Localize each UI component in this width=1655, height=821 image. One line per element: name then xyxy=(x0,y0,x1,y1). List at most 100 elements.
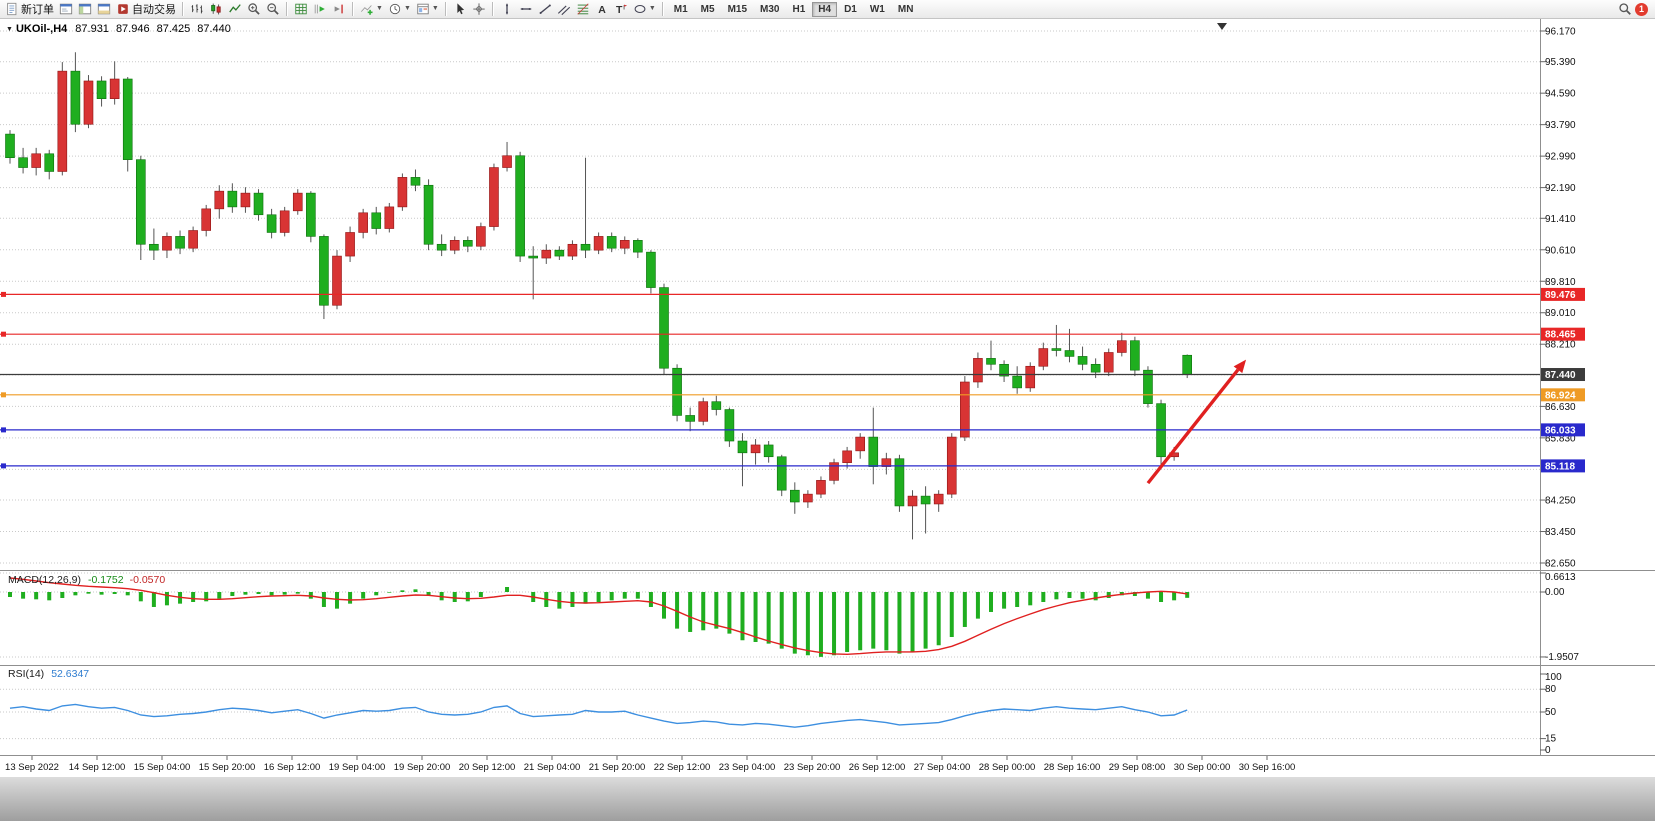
chart-dropdown-icon[interactable]: ▼ xyxy=(6,26,13,33)
timeframe-h4-button[interactable]: H4 xyxy=(812,1,838,17)
timeframe-m30-button[interactable]: M30 xyxy=(760,3,780,15)
chart-shift-marker-icon[interactable] xyxy=(1217,23,1227,30)
svg-text:14 Sep 12:00: 14 Sep 12:00 xyxy=(69,762,126,773)
macd-label: MACD(12,26,9) -0.1752 -0.0570 xyxy=(8,574,165,586)
timeframe-m5-button[interactable]: M5 xyxy=(700,3,715,15)
auto-scroll-button[interactable] xyxy=(311,1,329,17)
svg-text:15 Sep 20:00: 15 Sep 20:00 xyxy=(199,762,256,773)
candles-icon xyxy=(209,2,223,16)
svg-text:87.440: 87.440 xyxy=(1545,370,1576,381)
svg-text:0.00: 0.00 xyxy=(1545,587,1565,598)
timeframe-m15-button[interactable]: M15 xyxy=(727,3,748,15)
cursor-button[interactable] xyxy=(451,1,469,17)
horizontal-line-86_924[interactable] xyxy=(0,392,1540,398)
svg-text:83.450: 83.450 xyxy=(1545,527,1576,538)
chart-line-button[interactable] xyxy=(226,1,244,17)
terminal-button[interactable] xyxy=(95,1,113,17)
text-button[interactable]: A xyxy=(593,1,611,17)
navigator-button[interactable] xyxy=(76,1,94,17)
window-bottom-strip xyxy=(0,777,1655,821)
svg-text:A: A xyxy=(598,4,606,16)
timeframe-d1-button[interactable]: D1 xyxy=(844,3,857,15)
chevron-down-icon[interactable]: ▼ xyxy=(376,5,383,12)
timeframe-mn-button[interactable]: MN xyxy=(897,3,914,15)
text-label-button[interactable]: T xyxy=(612,1,630,17)
macd-panel[interactable]: 0.6613 0.00 -1.9507 xyxy=(0,572,1579,663)
toolbar-button-groups: 新订单 自动交易 ▼ ▼ ▼ A T ▼ xyxy=(3,1,658,17)
search-icon xyxy=(1618,2,1632,16)
tile-windows-button[interactable] xyxy=(292,1,310,17)
svg-text:23 Sep 20:00: 23 Sep 20:00 xyxy=(784,762,841,773)
search-button[interactable] xyxy=(1616,1,1634,17)
price-axis[interactable]: 96.170 95.390 94.590 93.790 92.990 92.190 91.4… xyxy=(1540,27,1585,570)
ohlc-close: 87.440 xyxy=(197,23,231,35)
svg-text:82.650: 82.650 xyxy=(1545,559,1576,570)
zoomin-icon xyxy=(247,2,261,16)
candlesticks[interactable] xyxy=(5,52,1192,540)
horizontal-line-89_476[interactable] xyxy=(0,291,1540,297)
svg-text:29 Sep 08:00: 29 Sep 08:00 xyxy=(1109,762,1166,773)
equidistant-channel-button[interactable] xyxy=(555,1,573,17)
bars-icon xyxy=(190,2,204,16)
notification-badge[interactable]: 1 xyxy=(1635,2,1648,16)
chevron-down-icon[interactable]: ▼ xyxy=(403,5,411,12)
zoom-in-button[interactable] xyxy=(245,1,263,17)
chart-candles-button[interactable] xyxy=(207,1,225,17)
svg-text:T: T xyxy=(616,4,623,16)
grid-icon xyxy=(294,2,308,16)
vertical-line-button[interactable] xyxy=(498,1,516,17)
indicators-button[interactable]: ▼ xyxy=(358,1,385,17)
svg-text:21 Sep 04:00: 21 Sep 04:00 xyxy=(524,762,581,773)
timeframe-h1-button[interactable]: H1 xyxy=(792,3,806,15)
line-handle xyxy=(1,463,6,469)
templates-button[interactable]: ▼ xyxy=(414,1,441,17)
toolbar-separator xyxy=(444,2,447,16)
vline-icon xyxy=(500,2,514,16)
crosshair-button[interactable] xyxy=(470,1,488,17)
time-axis[interactable]: 13 Sep 2022 14 Sep 12:00 15 Sep 04:00 15 Se… xyxy=(5,756,1295,773)
template-icon xyxy=(416,2,430,16)
line-handle xyxy=(1,291,6,297)
new-order-button[interactable]: 新订单 xyxy=(3,1,56,17)
svg-text:89.476: 89.476 xyxy=(1545,290,1576,301)
svg-text:26 Sep 12:00: 26 Sep 12:00 xyxy=(849,762,906,773)
win3-icon xyxy=(97,2,111,16)
panel-borders xyxy=(0,19,1655,756)
horizontal-line-85_118[interactable] xyxy=(0,463,1540,469)
price-tag xyxy=(1541,388,1585,402)
svg-text:19 Sep 20:00: 19 Sep 20:00 xyxy=(394,762,451,773)
chart-shift-button[interactable] xyxy=(330,1,348,17)
timeframe-m1-button[interactable]: M1 xyxy=(673,3,688,15)
autotrading-button[interactable]: 自动交易 xyxy=(114,1,178,17)
zoom-out-button[interactable] xyxy=(264,1,282,17)
textA-icon: A xyxy=(595,2,609,16)
trend-arrow-annotation[interactable] xyxy=(1146,359,1247,485)
fibo-icon xyxy=(576,2,590,16)
horizontal-line-88_465[interactable] xyxy=(0,331,1540,337)
clock-icon xyxy=(388,2,402,16)
svg-text:95.390: 95.390 xyxy=(1545,57,1576,68)
market-watch-button[interactable] xyxy=(57,1,75,17)
price-tag xyxy=(1541,287,1585,301)
svg-text:93.790: 93.790 xyxy=(1545,120,1576,131)
fibonacci-button[interactable] xyxy=(574,1,592,17)
chart-bars-button[interactable] xyxy=(188,1,206,17)
horizontal-line-86_033[interactable] xyxy=(0,427,1540,433)
price-gridlines xyxy=(0,30,1540,564)
shapes-button[interactable]: ▼ xyxy=(631,1,658,17)
cursor-icon xyxy=(453,2,467,16)
chevron-down-icon[interactable]: ▼ xyxy=(431,5,439,12)
main-toolbar: 新订单 自动交易 ▼ ▼ ▼ A T ▼ M1 M5 M15 M30 H1 H4 D1 W1 MN 1 xyxy=(0,0,1655,19)
channel-icon xyxy=(557,2,571,16)
periods-button[interactable]: ▼ xyxy=(386,1,413,17)
toolbar-separator xyxy=(352,2,354,16)
trendline-button[interactable] xyxy=(536,1,554,17)
ohlc-open: 87.931 xyxy=(75,23,109,35)
price-tag xyxy=(1541,368,1585,382)
timeframe-w1-button[interactable]: W1 xyxy=(869,3,885,15)
horizontal-line-button[interactable] xyxy=(517,1,535,17)
svg-text:85.118: 85.118 xyxy=(1545,461,1575,472)
chevron-down-icon[interactable]: ▼ xyxy=(648,5,656,12)
